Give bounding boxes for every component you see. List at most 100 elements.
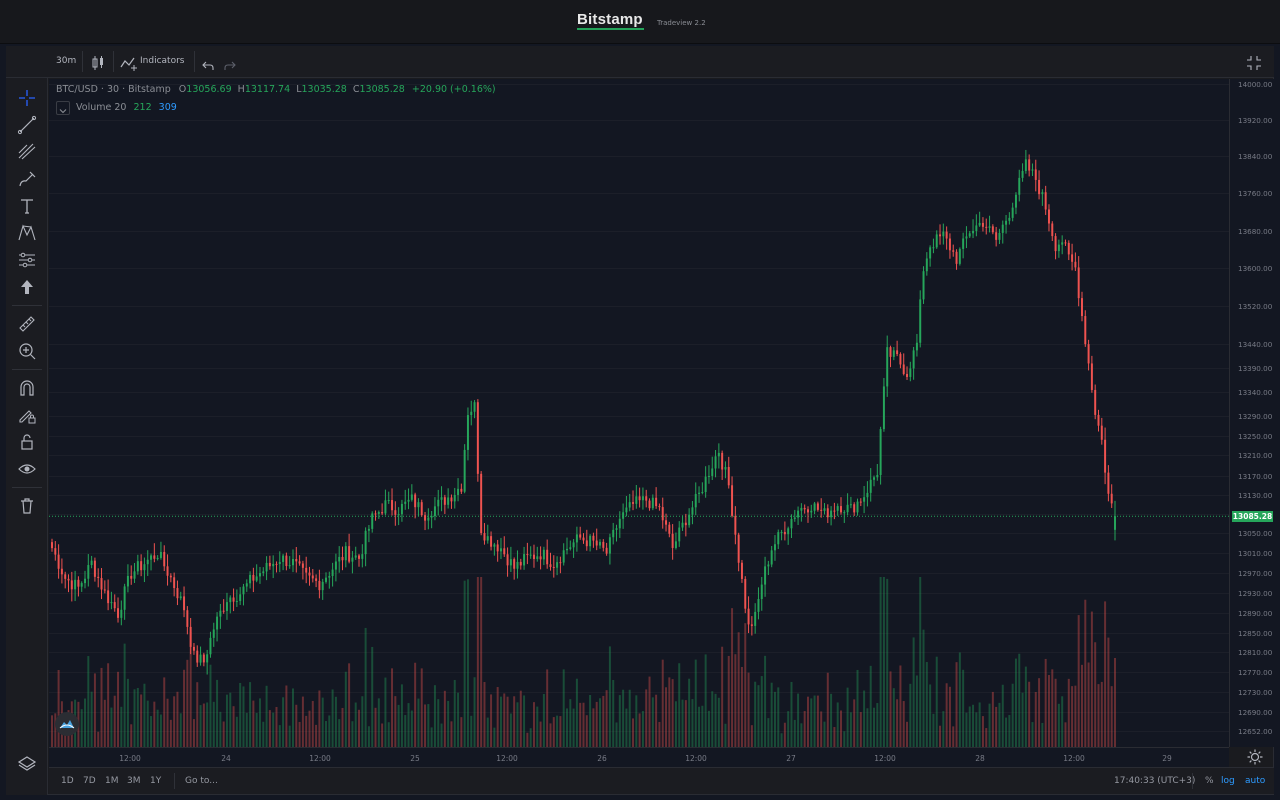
candle-body bbox=[552, 566, 555, 568]
time-axis[interactable]: 12:00 24 12:00 25 12:00 26 12:00 27 12:00 28 12:00… bbox=[49, 747, 1229, 767]
candle-body bbox=[632, 502, 635, 504]
volume-bar bbox=[694, 659, 697, 747]
redo-icon[interactable] bbox=[224, 55, 236, 70]
range-1m-button[interactable]: 1M bbox=[105, 776, 119, 786]
eye-icon[interactable] bbox=[17, 459, 37, 479]
candle-body bbox=[711, 468, 714, 476]
volume-bar bbox=[268, 710, 271, 747]
candle-body bbox=[932, 247, 935, 249]
candle-body bbox=[143, 564, 146, 571]
fullscreen-icon[interactable] bbox=[1246, 54, 1262, 70]
candle-body bbox=[110, 602, 113, 604]
candle-body bbox=[648, 500, 651, 509]
volume-bar bbox=[896, 699, 899, 747]
volume-bar bbox=[133, 689, 136, 747]
volume-collapse-button[interactable] bbox=[56, 101, 70, 115]
volume-bar bbox=[856, 669, 859, 747]
candle-body bbox=[1031, 169, 1034, 171]
volume-label[interactable]: Volume 20 bbox=[76, 102, 127, 113]
candle-body bbox=[321, 581, 324, 591]
interval-button[interactable]: 30m bbox=[56, 56, 77, 66]
candle-body bbox=[981, 222, 984, 227]
trash-icon[interactable] bbox=[17, 496, 37, 516]
price-axis[interactable]: 14000.00 13920.00 13840.00 13760.00 13680.00… bbox=[1229, 79, 1274, 747]
magnet-icon[interactable] bbox=[17, 378, 37, 398]
volume-bar bbox=[381, 723, 384, 747]
volume-bar bbox=[103, 699, 106, 747]
legend-close: 13085.28 bbox=[359, 84, 405, 95]
percent-scale-button[interactable]: % bbox=[1205, 776, 1214, 786]
clock-display[interactable]: 17:40:33 (UTC+3) bbox=[1114, 776, 1196, 786]
indicators-icon[interactable] bbox=[120, 54, 138, 71]
volume-bar bbox=[998, 702, 1001, 747]
volume-bar bbox=[661, 659, 664, 747]
volume-bar bbox=[460, 717, 463, 747]
undo-icon[interactable] bbox=[202, 55, 214, 70]
trend-line-icon[interactable] bbox=[17, 115, 37, 135]
volume-bar bbox=[229, 692, 232, 747]
range-1d-button[interactable]: 1D bbox=[61, 776, 74, 786]
candle-body bbox=[457, 488, 460, 495]
candle-body bbox=[592, 535, 595, 541]
candle-body bbox=[1005, 220, 1008, 225]
candle-body bbox=[490, 536, 493, 547]
volume-bar bbox=[1090, 611, 1093, 747]
range-1y-button[interactable]: 1Y bbox=[150, 776, 162, 786]
ruler-icon[interactable] bbox=[17, 314, 37, 334]
lock-icon[interactable] bbox=[17, 432, 37, 452]
volume-bar bbox=[783, 722, 786, 747]
goto-button[interactable]: Go to... bbox=[185, 776, 218, 786]
candle-body bbox=[569, 547, 572, 549]
candle-body bbox=[549, 564, 552, 567]
crosshair-icon[interactable] bbox=[17, 88, 37, 108]
arrow-up-icon[interactable] bbox=[17, 277, 37, 297]
volume-bar bbox=[628, 689, 631, 747]
volume-bar bbox=[575, 678, 578, 747]
range-7d-button[interactable]: 7D bbox=[83, 776, 96, 786]
exchange-logo-icon[interactable] bbox=[55, 712, 79, 736]
legend-symbol[interactable]: BTC/USD · 30 · Bitstamp bbox=[56, 84, 171, 95]
candle-body bbox=[546, 549, 549, 565]
price-chart[interactable] bbox=[49, 79, 1229, 747]
range-3m-button[interactable]: 3M bbox=[127, 776, 141, 786]
layers-icon[interactable] bbox=[17, 754, 37, 774]
lock-draw-icon[interactable] bbox=[17, 405, 37, 425]
fib-icon[interactable] bbox=[17, 142, 37, 162]
volume-bar bbox=[331, 689, 334, 747]
forecast-icon[interactable] bbox=[17, 250, 37, 270]
time-tick-label: 24 bbox=[221, 754, 231, 763]
candle-body bbox=[437, 499, 440, 507]
volume-bar bbox=[156, 709, 159, 747]
candle-body bbox=[1114, 516, 1116, 530]
chart-pane[interactable] bbox=[49, 79, 1229, 747]
candle-body bbox=[262, 571, 265, 574]
volume-bar bbox=[272, 712, 275, 747]
candle-body bbox=[348, 546, 351, 562]
zoom-icon[interactable] bbox=[17, 341, 37, 361]
candle-type-icon[interactable] bbox=[91, 54, 105, 70]
volume-bar bbox=[717, 697, 720, 747]
volume-bar bbox=[470, 715, 473, 747]
volume-bar bbox=[367, 726, 370, 747]
indicators-button[interactable]: Indicators bbox=[140, 56, 185, 66]
pattern-icon[interactable] bbox=[17, 223, 37, 243]
brand-logo[interactable]: Bitstamp bbox=[577, 11, 643, 28]
log-scale-button[interactable]: log bbox=[1221, 776, 1235, 786]
price-tick-label: 12690.00 bbox=[1238, 708, 1273, 717]
volume-bar bbox=[305, 715, 308, 747]
volume-bar bbox=[394, 696, 397, 747]
candle-body bbox=[397, 514, 400, 516]
text-icon[interactable] bbox=[17, 196, 37, 216]
candle-body bbox=[1041, 192, 1044, 195]
last-price-label: 13085.28 bbox=[1232, 511, 1273, 522]
candle-body bbox=[440, 497, 443, 500]
volume-bar bbox=[377, 698, 380, 747]
auto-scale-button[interactable]: auto bbox=[1245, 776, 1266, 786]
candle-body bbox=[219, 610, 222, 617]
brush-icon[interactable] bbox=[17, 169, 37, 189]
candle-body bbox=[483, 533, 486, 541]
candle-body bbox=[513, 559, 516, 569]
candle-body bbox=[311, 575, 314, 579]
settings-icon[interactable] bbox=[1246, 748, 1264, 766]
time-tick-label: 28 bbox=[975, 754, 985, 763]
